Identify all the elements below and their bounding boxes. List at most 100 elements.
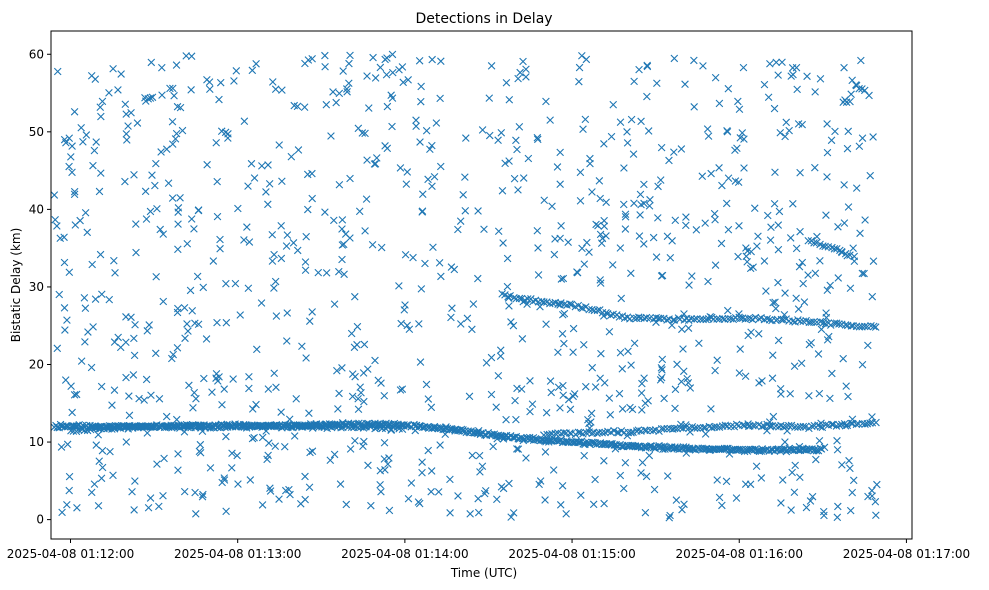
data-point [427,467,436,475]
data-point [760,257,769,265]
data-point [640,374,648,382]
data-point [554,348,562,357]
data-point [264,422,273,430]
data-point [385,454,393,462]
data-point [81,338,89,346]
data-point [577,491,585,500]
data-point [690,315,699,324]
data-point [110,386,119,394]
data-point [381,466,389,474]
data-point [481,486,490,495]
data-point [367,501,375,510]
data-point [356,383,365,391]
data-point [703,125,712,133]
data-point [833,513,842,522]
data-point [822,313,831,322]
data-point [496,346,505,355]
data-point [448,304,456,312]
data-point [657,143,666,152]
data-point [321,62,329,71]
data-point [593,306,602,315]
data-point [641,508,650,517]
data-point [301,258,310,266]
data-point [582,55,591,64]
data-point [421,259,429,268]
data-point [788,468,796,477]
data-point [644,127,653,135]
data-point [492,403,500,411]
data-point [841,321,850,329]
data-point [533,226,542,235]
data-point [522,454,530,462]
data-point [412,116,420,125]
data-point [718,501,726,510]
data-point [285,485,293,494]
data-point [736,345,744,353]
data-point [834,274,843,282]
data-point [233,451,241,460]
data-point [96,169,105,177]
data-point [810,239,818,247]
data-point [534,244,542,252]
data-point [526,407,534,416]
data-point [424,395,433,403]
data-point [570,390,579,398]
data-point [181,334,189,343]
data-point [332,98,340,107]
data-point [250,174,259,182]
data-point [278,86,286,94]
data-point [513,384,521,393]
data-point [98,290,106,299]
data-point [415,499,424,508]
data-point [507,318,515,326]
data-point [270,284,278,292]
data-point [574,428,583,437]
data-point [735,222,743,230]
data-point [222,279,230,288]
data-point [718,181,726,190]
data-point [82,131,91,139]
data-point [671,404,679,413]
data-point [76,216,84,225]
data-point [245,372,253,381]
data-point [131,477,139,485]
data-point [722,477,731,486]
data-point [744,331,752,340]
data-point [218,478,226,487]
data-point [187,86,195,94]
data-point [284,423,292,431]
data-point [581,303,590,311]
data-point [371,160,380,168]
data-point [401,250,410,259]
data-point [585,248,593,256]
data-point [512,136,520,145]
data-point [192,510,200,518]
data-point [519,57,527,66]
data-point [624,347,632,356]
data-point [211,421,220,430]
data-point [155,422,163,431]
data-point [147,391,155,400]
data-point [290,101,299,110]
data-point [174,466,182,474]
data-point [301,59,309,68]
data-point [660,425,668,433]
data-point [822,211,830,219]
data-point [277,408,285,416]
data-point [828,369,836,378]
data-point [767,223,775,231]
data-point [750,204,759,212]
data-point [178,126,187,135]
data-point [339,67,347,75]
data-point [130,334,138,343]
data-point [846,506,855,515]
data-point [764,93,773,102]
data-point [73,504,81,512]
data-point [347,329,356,338]
data-point [580,451,588,460]
data-point [250,433,258,442]
data-point [196,440,205,449]
data-point [771,168,779,177]
data-point [348,392,357,401]
